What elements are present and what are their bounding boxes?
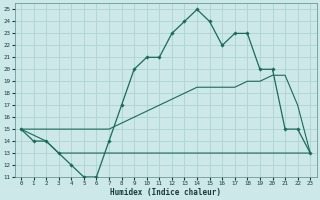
X-axis label: Humidex (Indice chaleur): Humidex (Indice chaleur)	[110, 188, 221, 197]
